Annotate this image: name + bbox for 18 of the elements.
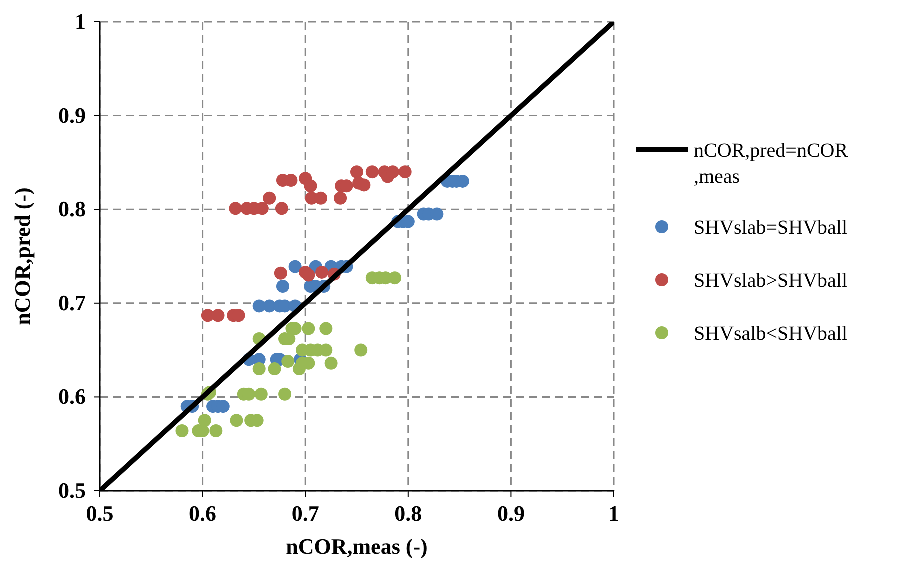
x-tick-label: 0.8 [394,501,422,526]
x-tick-label: 0.5 [86,501,114,526]
y-tick-label: 1 [75,9,86,34]
legend-label: SHVsalb<SHVball [694,323,848,345]
y-tick-label: 0.7 [58,290,86,316]
x-tick-label: 0.6 [189,501,217,526]
x-tick-label: 1 [608,501,620,526]
y-axis-title: nCOR,pred (-) [10,188,35,326]
x-axis-title: nCOR,meas (-) [286,534,428,559]
y-tick-label: 0.6 [58,384,86,410]
x-tick-label: 0.9 [497,501,525,526]
legend-label: nCOR,pred=nCOR,meas [694,140,849,188]
x-tick-label: 0.7 [292,501,320,526]
legend-label: SHVslab=SHVball [694,217,848,239]
y-tick-label: 0.9 [58,102,86,128]
legend-label: SHVslab>SHVball [694,270,848,292]
y-tick-label: 0.8 [58,196,86,222]
y-tick-label: 0.5 [58,478,86,503]
